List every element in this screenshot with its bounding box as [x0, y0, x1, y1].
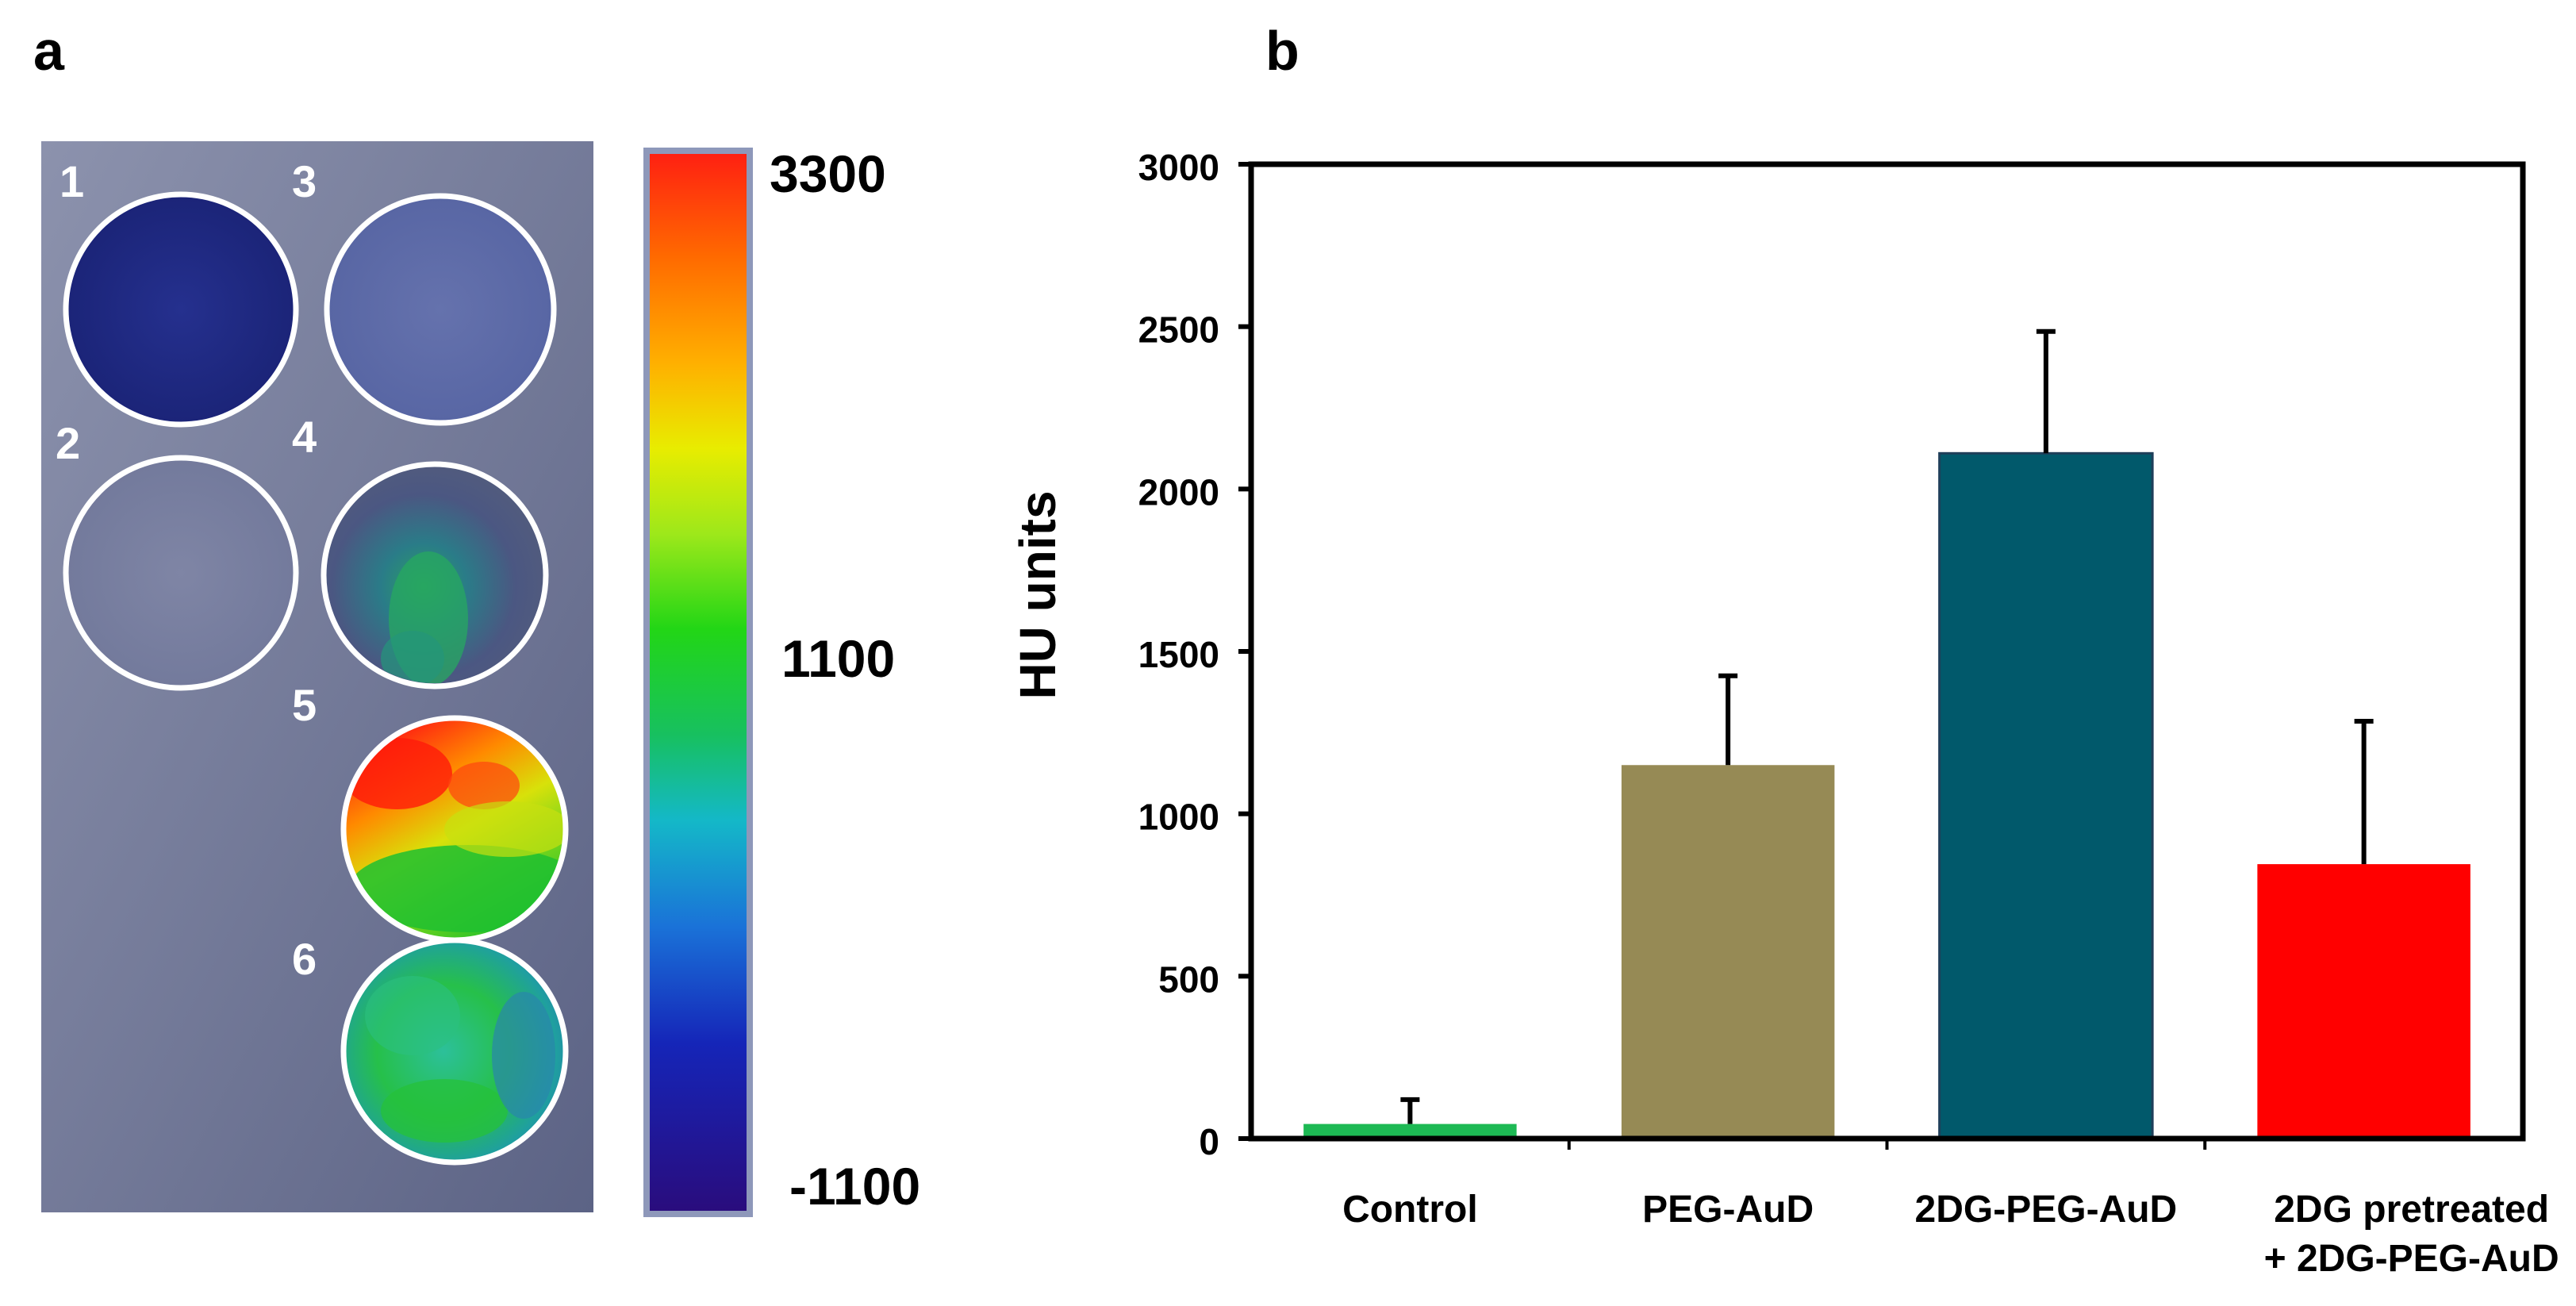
y-axis-title: HU units [1009, 490, 1066, 699]
well-label-4: 4 [292, 412, 317, 462]
well-3 [324, 193, 557, 426]
bar-4 [2257, 864, 2470, 1139]
colorbar-mid-label: 1100 [781, 629, 895, 688]
bar-2 [1621, 765, 1835, 1139]
well-4 [321, 461, 549, 689]
y-tick-label: 0 [1199, 1121, 1219, 1162]
well-label-1: 1 [60, 156, 84, 206]
well-5 [340, 715, 569, 943]
well-label-2: 2 [56, 418, 80, 468]
y-tick-label: 2000 [1138, 471, 1219, 513]
x-category-label: 2DG-PEG-AuD [1915, 1189, 2178, 1231]
x-category-label: PEG-AuD [1642, 1189, 1814, 1231]
well-label-6: 6 [292, 934, 317, 984]
colorbar-min-label: -1100 [789, 1157, 920, 1216]
bar-chart: HU units 0 500 1000 1500 2000 2500 3000 Contro… [1009, 147, 2559, 1280]
y-tick-label: 2500 [1138, 309, 1219, 351]
y-axis-ticks: 0 500 1000 1500 2000 2500 3000 [1138, 147, 1251, 1162]
error-bars [1400, 328, 2374, 1124]
x-category-label: + 2DG-PEG-AuD [2264, 1238, 2559, 1280]
panel-a-label: a [33, 20, 65, 82]
colorbar-max-label: 3300 [770, 144, 886, 203]
well-label-5: 5 [292, 680, 317, 730]
x-axis-labels: Control PEG-AuD 2DG-PEG-AuD 2DG pretreated +… [1342, 1189, 2559, 1280]
x-category-label: 2DG pretreated [2274, 1189, 2549, 1231]
well-label-3: 3 [292, 156, 317, 206]
bar-3 [1938, 451, 2154, 1140]
y-tick-label: 3000 [1138, 147, 1219, 188]
colorbar [643, 148, 753, 1217]
y-tick-label: 1000 [1138, 797, 1219, 838]
well-1 [63, 191, 299, 428]
y-tick-label: 500 [1158, 958, 1219, 1000]
well-6 [340, 937, 569, 1166]
x-category-label: Control [1342, 1189, 1478, 1231]
bar-1 [1303, 1124, 1517, 1139]
well-2 [63, 455, 299, 691]
y-tick-label: 1500 [1138, 634, 1219, 675]
panel-b-label: b [1265, 20, 1300, 82]
bars [1303, 451, 2470, 1140]
